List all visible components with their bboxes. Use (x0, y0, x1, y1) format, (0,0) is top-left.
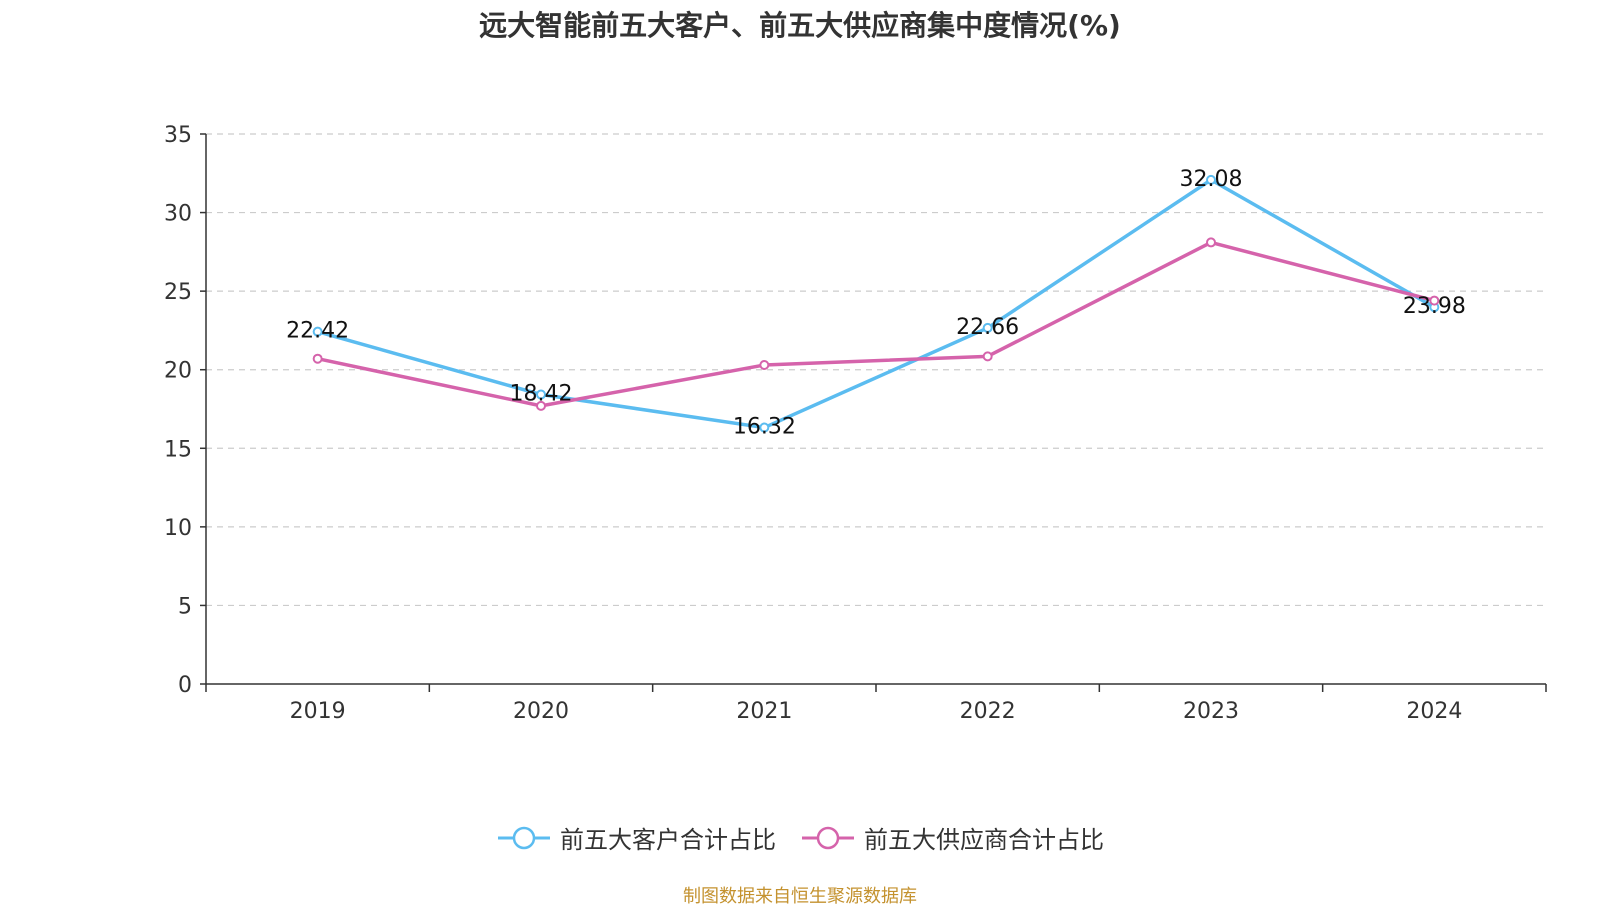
data-labels: 22.42 18.42 16.32 22.66 32.08 23.98 (286, 167, 1466, 440)
y-tick-label: 10 (164, 516, 192, 541)
y-tick-label: 15 (164, 437, 192, 462)
legend-marker (512, 826, 536, 849)
x-tick-label: 2020 (513, 699, 569, 724)
data-point (759, 360, 770, 370)
data-point (536, 389, 546, 400)
legend-swatch-icon (802, 826, 854, 849)
x-tick-label: 2019 (290, 699, 346, 724)
series-line-2 (317, 240, 1435, 408)
x-tick-label: 2022 (960, 699, 1016, 724)
chart-title: 远大智能前五大客户、前五大供应商集中度情况(%) (479, 9, 1121, 42)
data-label: 23.98 (1403, 294, 1466, 319)
y-tick-label: 5 (178, 594, 192, 619)
x-tick-label: 2023 (1183, 699, 1239, 724)
data-point (1429, 295, 1440, 306)
legend: 前五大客户合计占比 前五大供应商合计占比 (0, 820, 1600, 855)
series-line-1 (317, 178, 1436, 430)
data-point (312, 326, 323, 337)
x-tick-label: 2024 (1406, 699, 1462, 724)
data-point (536, 400, 546, 411)
legend-item-1[interactable]: 前五大客户合计占比 (496, 820, 776, 855)
y-tick-label: 20 (164, 359, 192, 384)
data-point (1206, 174, 1216, 185)
y-tick-label: 35 (164, 123, 192, 148)
source-note: 制图数据来自恒生聚源数据库 (683, 886, 917, 907)
data-label: 16.32 (733, 415, 796, 440)
y-tick-label: 25 (164, 280, 192, 305)
legend-label: 前五大供应商合计占比 (864, 826, 1104, 854)
legend-swatch-icon (498, 826, 550, 849)
data-label: 22.42 (286, 319, 349, 344)
x-tick-label: 2021 (736, 699, 792, 724)
legend-marker (816, 826, 840, 849)
data-label: 22.66 (956, 315, 1019, 340)
axes: 0 5 10 15 20 25 30 35 2019 2020 2021 2022 2023 2024 (164, 123, 1547, 724)
data-point (1206, 237, 1216, 248)
data-label: 18.42 (510, 382, 573, 407)
series (312, 174, 1440, 433)
legend-item-2[interactable]: 前五大供应商合计占比 (800, 820, 1104, 855)
data-label: 32.08 (1180, 167, 1243, 192)
grid-lines (206, 133, 1546, 607)
y-tick-label: 0 (178, 673, 192, 698)
data-point (982, 351, 993, 362)
data-point (759, 422, 770, 433)
data-point (982, 322, 993, 333)
y-tick-label: 30 (164, 202, 192, 227)
data-point (312, 353, 323, 364)
legend-label: 前五大客户合计占比 (560, 826, 776, 854)
